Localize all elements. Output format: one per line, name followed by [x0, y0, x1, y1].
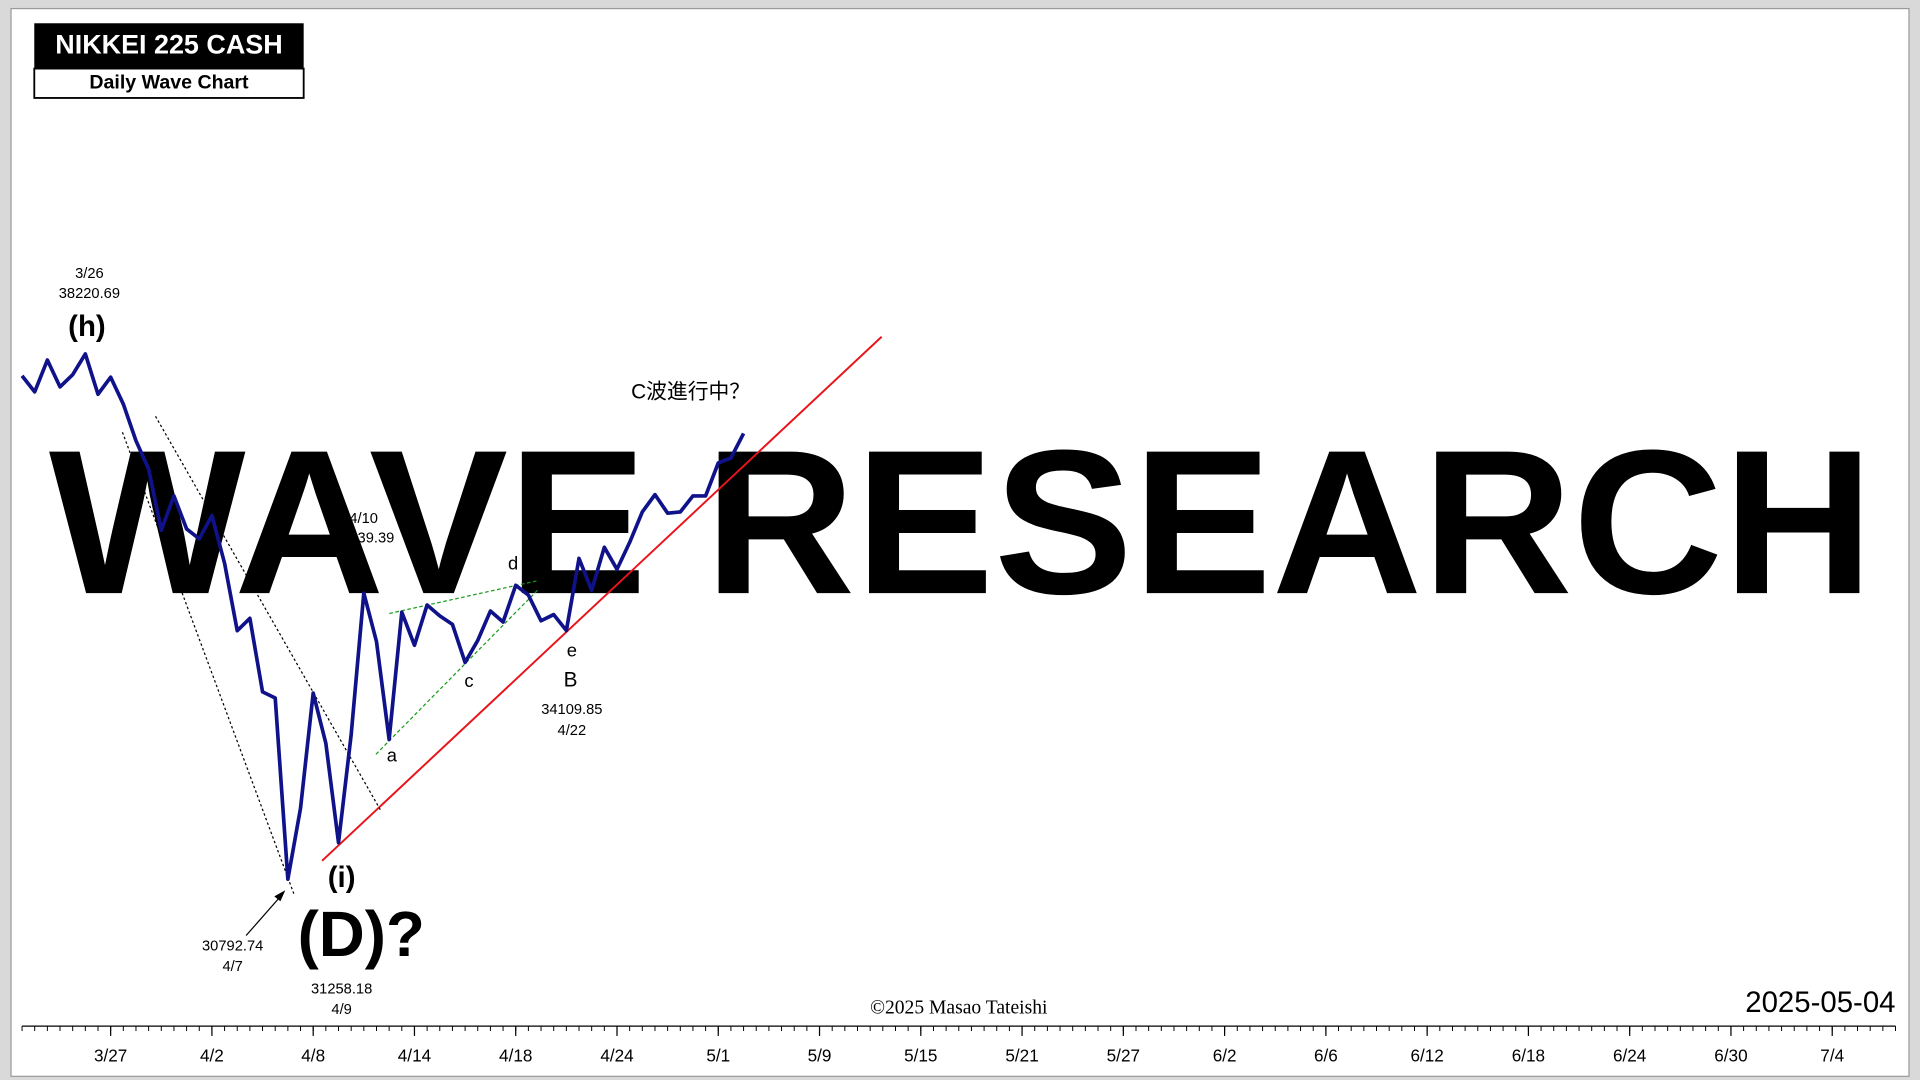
x-tick-label: 5/1	[706, 1045, 730, 1065]
x-tick-label: 4/2	[200, 1045, 224, 1065]
annotation: C波進行中？	[631, 381, 750, 404]
x-tick-label: 6/2	[1213, 1045, 1237, 1065]
x-tick-label: 6/12	[1410, 1045, 1443, 1065]
chart-subtitle: Daily Wave Chart	[89, 71, 249, 93]
x-tick-label: 6/24	[1613, 1045, 1647, 1065]
title-box	[34, 23, 304, 69]
chart-date: 2025-05-04	[1745, 986, 1895, 1019]
chart-title: NIKKEI 225 CASH	[55, 30, 282, 60]
annotation: c	[464, 670, 473, 691]
annotation: 4/7	[222, 959, 242, 975]
x-tick-label: 5/9	[808, 1045, 832, 1065]
value-label: 38220.69	[59, 286, 120, 302]
plot	[20, 352, 746, 881]
annotation: 4/22	[558, 723, 587, 739]
x-tick-label: 4/14	[398, 1045, 432, 1065]
x-tick-label: 4/24	[600, 1045, 634, 1065]
channel-line	[121, 432, 295, 895]
x-tick-label: 5/27	[1107, 1045, 1140, 1065]
x-tick-label: 6/6	[1314, 1045, 1338, 1065]
x-tick-label: 6/30	[1714, 1045, 1747, 1065]
triangle-line	[389, 579, 539, 615]
x-tick-label: 6/18	[1512, 1045, 1545, 1065]
annotation: B	[564, 668, 578, 691]
annotation: 4/10	[349, 511, 378, 527]
arrow-head	[274, 890, 286, 902]
price-line	[20, 352, 746, 881]
annotation: a	[387, 745, 398, 766]
annotation: 4/9	[331, 1002, 351, 1018]
value-label: 34639.39	[333, 531, 394, 547]
triangle-line	[375, 588, 540, 755]
x-tick-label: 7/4	[1820, 1045, 1844, 1065]
annotation: (D)?	[298, 899, 425, 970]
annotations: 38220.69 30792.74 31258.18 34639.39 34109.85…	[59, 266, 750, 1018]
annotation: b	[421, 572, 431, 593]
annotation: d	[508, 552, 518, 573]
subtitle-box	[33, 67, 305, 99]
annotation: 3/26	[75, 266, 104, 282]
chart-area	[10, 7, 1910, 1077]
value-label: 34109.85	[541, 702, 602, 718]
annotation: e	[567, 639, 577, 660]
x-ticks: 3/27 4/2 4/8 4/14 4/18 4/24 5/1 5/9 5/15 5/21 5/27…	[21, 1026, 1897, 1065]
x-tick-label: 5/21	[1005, 1045, 1038, 1065]
trend-line	[321, 336, 883, 862]
x-tick-label: 4/18	[499, 1045, 532, 1065]
annotation: (i)	[328, 861, 356, 894]
annotation: (h)	[68, 310, 106, 343]
annotation: A	[357, 556, 371, 579]
channel-line	[154, 416, 382, 811]
watermark: WAVE RESEARCH	[49, 407, 1873, 637]
x-tick-label: 4/8	[301, 1045, 325, 1065]
value-label: 30792.74	[202, 938, 263, 954]
x-tick-label: 3/27	[94, 1045, 127, 1065]
value-label: 31258.18	[311, 981, 372, 997]
arrow	[245, 894, 283, 936]
x-tick-label: 5/15	[904, 1045, 937, 1065]
copyright: ©2025 Masao Tateishi	[870, 997, 1048, 1018]
